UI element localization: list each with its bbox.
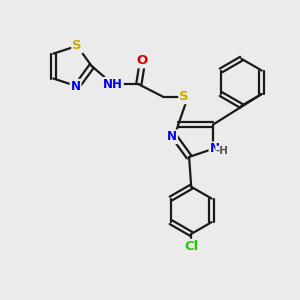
Text: N: N [70,80,81,93]
Text: N: N [167,130,177,143]
Text: -H: -H [216,146,229,156]
Text: S: S [179,90,189,103]
Text: N: N [209,142,220,155]
Text: S: S [72,39,82,52]
Text: Cl: Cl [184,240,198,253]
Text: O: O [137,54,148,67]
Text: NH: NH [103,78,123,91]
